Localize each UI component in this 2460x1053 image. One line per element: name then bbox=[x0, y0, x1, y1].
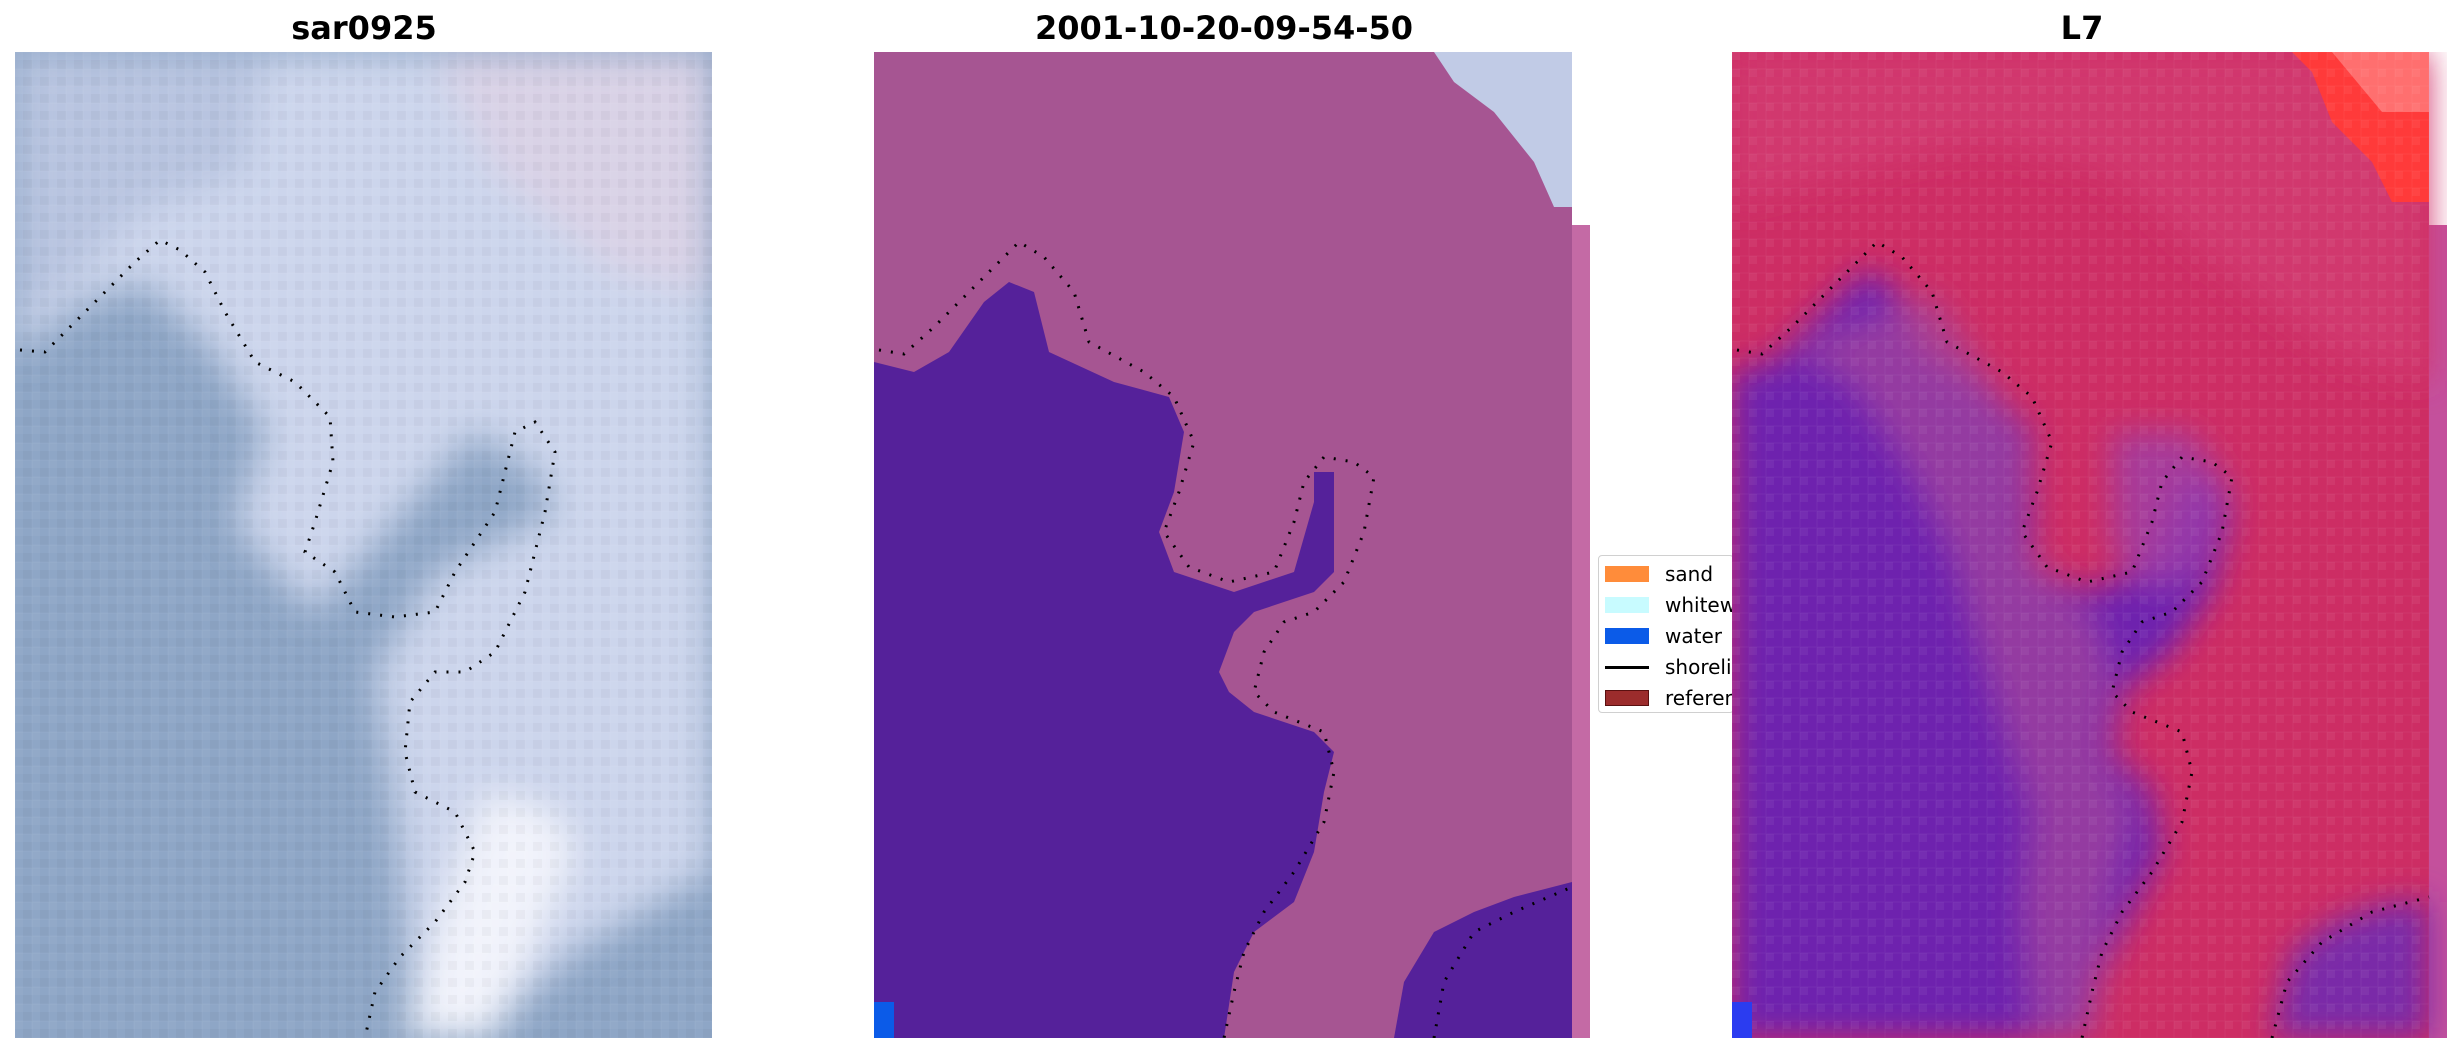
rgb-image-panel bbox=[15, 52, 712, 1038]
rgb-image bbox=[15, 52, 712, 1038]
classification-image bbox=[874, 52, 1590, 1038]
panel-title-index: L7 bbox=[2060, 9, 2104, 47]
sand-swatch bbox=[1605, 566, 1649, 582]
panel-title-rgb: sar0925 bbox=[291, 9, 437, 47]
water-swatch bbox=[1605, 628, 1649, 644]
index-panel bbox=[1732, 52, 2447, 1038]
whitewater-swatch bbox=[1605, 597, 1649, 613]
legend-item-reference: reference bbox=[1605, 686, 1733, 710]
legend-item-water: water bbox=[1605, 624, 1722, 648]
legend-item-shoreline: shoreline bbox=[1605, 655, 1733, 679]
classification-panel bbox=[874, 52, 1590, 1038]
index-image bbox=[1732, 52, 2447, 1038]
legend-item-sand: sand bbox=[1605, 562, 1713, 586]
legend-label: shoreline bbox=[1665, 655, 1733, 679]
reference-swatch bbox=[1605, 690, 1649, 706]
legend-label: water bbox=[1665, 624, 1722, 648]
panel-title-classification: 2001-10-20-09-54-50 bbox=[1034, 9, 1414, 47]
legend-label: sand bbox=[1665, 562, 1714, 586]
shoreline-swatch bbox=[1605, 665, 1649, 669]
legend-label: reference bbox=[1665, 686, 1733, 710]
